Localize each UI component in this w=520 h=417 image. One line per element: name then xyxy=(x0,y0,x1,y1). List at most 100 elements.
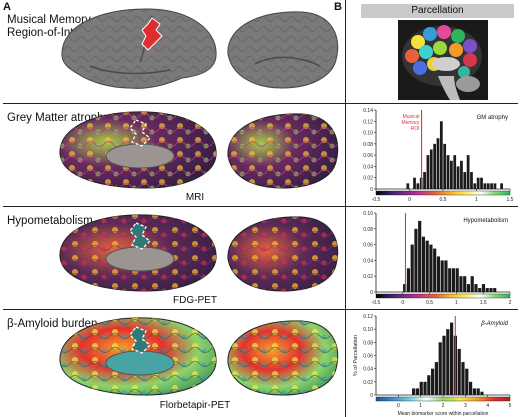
histogram-title: β-Amyloid xyxy=(480,321,508,327)
x-tick-label: 3 xyxy=(464,403,467,409)
y-tick-label: 0.10 xyxy=(363,211,373,217)
histogram-bar xyxy=(415,388,420,395)
histogram-bar xyxy=(448,268,452,292)
histogram-bar xyxy=(446,329,450,395)
y-tick-label: 0.02 xyxy=(363,380,373,386)
histogram-bar xyxy=(429,244,433,292)
y-tick-label: 0.04 xyxy=(363,164,373,170)
y-tick-label: 0.10 xyxy=(363,131,373,137)
histogram-bar xyxy=(423,381,427,395)
histogram-bar xyxy=(463,276,467,292)
histogram-bar xyxy=(468,381,473,395)
roi-label: Musical xyxy=(403,114,420,120)
histogram-bar xyxy=(450,322,454,395)
histogram-bar xyxy=(474,284,478,292)
histogram-bar xyxy=(443,143,447,189)
y-axis-label: % of Parcellation xyxy=(353,335,359,376)
y-tick-label: 0.02 xyxy=(363,274,373,280)
histogram-bar xyxy=(423,172,426,189)
histogram-bar xyxy=(490,183,493,189)
histogram-title: GM atrophy xyxy=(477,115,508,121)
x-tick-label: 5 xyxy=(509,403,512,409)
row-title-gm: Grey Matter atrophy xyxy=(7,112,110,124)
histogram-bar xyxy=(470,172,473,189)
y-tick-label: 0.04 xyxy=(363,258,373,264)
histogram-bar xyxy=(493,183,497,189)
x-tick-label: 1 xyxy=(455,300,458,306)
histogram-bar xyxy=(481,284,486,292)
histogram-bar xyxy=(485,288,489,292)
histogram-bar xyxy=(489,288,493,292)
histogram-bar xyxy=(429,149,433,189)
histogram-bar xyxy=(463,172,467,189)
histogram-bar xyxy=(438,342,442,395)
histogram-bar xyxy=(418,220,422,292)
x-tick-label: 0.5 xyxy=(426,300,433,306)
y-tick-label: 0 xyxy=(370,393,373,399)
x-tick-label: 1.5 xyxy=(507,197,514,203)
histogram-bar xyxy=(442,335,446,395)
histogram-bar xyxy=(459,276,463,292)
x-tick-label: 1 xyxy=(419,403,422,409)
gm-atrophy-brain-images xyxy=(59,111,339,189)
histogram-bar xyxy=(427,375,431,395)
modality-fdg: FDG-PET xyxy=(173,295,217,306)
x-tick-label: -0.5 xyxy=(372,300,381,306)
y-tick-label: 0 xyxy=(370,290,373,296)
x-tick-label: -0.5 xyxy=(372,197,381,203)
y-tick-label: 0.08 xyxy=(363,340,373,346)
histogram-bar xyxy=(480,391,484,395)
x-tick-label: 1.5 xyxy=(480,300,487,306)
x-tick-label: 1 xyxy=(475,197,478,203)
fdg-medial-right-brain xyxy=(227,216,339,292)
roi-brain-images xyxy=(61,8,339,89)
histogram-bar xyxy=(456,166,460,189)
y-tick-label: 0.06 xyxy=(363,243,373,249)
histogram-bar xyxy=(440,260,444,292)
amyloid-medial-right-brain xyxy=(227,320,339,396)
histogram-bar xyxy=(433,248,437,292)
amyloid-brain-images xyxy=(59,317,339,396)
histogram-bar xyxy=(457,348,461,395)
x-tick-label: 2 xyxy=(442,403,445,409)
histogram-bar xyxy=(466,284,471,292)
histogram-bar xyxy=(460,160,463,189)
histogram-bar xyxy=(414,228,418,292)
histogram-bar xyxy=(465,368,469,395)
parcellation-image xyxy=(398,20,488,100)
histogram-bar xyxy=(436,138,440,189)
histogram-bar xyxy=(466,155,470,189)
fdg-medial-left-brain xyxy=(59,214,217,292)
histogram-bar xyxy=(406,268,411,292)
parcellation-title: Parcellation xyxy=(361,4,514,18)
histogram-bar xyxy=(403,284,407,292)
hypometabolism-histogram: 0 0.02 0.04 0.06 0.08 0.10 Hypometabolism -0.5 0… xyxy=(363,211,511,306)
row-divider-2 xyxy=(3,206,518,207)
roi-label: ROI xyxy=(411,126,420,132)
y-tick-label: 0.02 xyxy=(363,176,373,182)
y-tick-label: 0.08 xyxy=(363,227,373,233)
y-tick-label: 0.06 xyxy=(363,354,373,360)
row-divider-1 xyxy=(3,103,518,104)
histogram-bar xyxy=(419,381,423,395)
y-tick-label: 0.10 xyxy=(363,327,373,333)
histogram-bar xyxy=(416,183,420,189)
panel-divider xyxy=(345,0,346,417)
histogram-bar xyxy=(451,268,456,292)
left-lateral-brain xyxy=(61,8,217,89)
row-title-roi-line1: Musical Memory xyxy=(7,14,91,26)
histogram-bar xyxy=(434,362,439,395)
row-title-amyloid: β-Amyloid burden xyxy=(7,318,98,330)
histogram-bar xyxy=(461,362,465,395)
panel-b-label: B xyxy=(334,1,342,13)
x-tick-label: 0 xyxy=(397,403,400,409)
y-tick-label: 0 xyxy=(370,187,373,193)
histogram-bar xyxy=(439,121,443,189)
modality-florbetapir: Florbetapir-PET xyxy=(159,400,231,411)
histogram-bar xyxy=(425,240,429,292)
histogram-bar xyxy=(476,177,480,189)
histogram-bar xyxy=(410,244,414,292)
gm-medial-right-brain xyxy=(227,113,339,189)
x-axis-label: Mean biomarker score within parcellation xyxy=(398,411,489,417)
histogram-bar xyxy=(470,276,474,292)
